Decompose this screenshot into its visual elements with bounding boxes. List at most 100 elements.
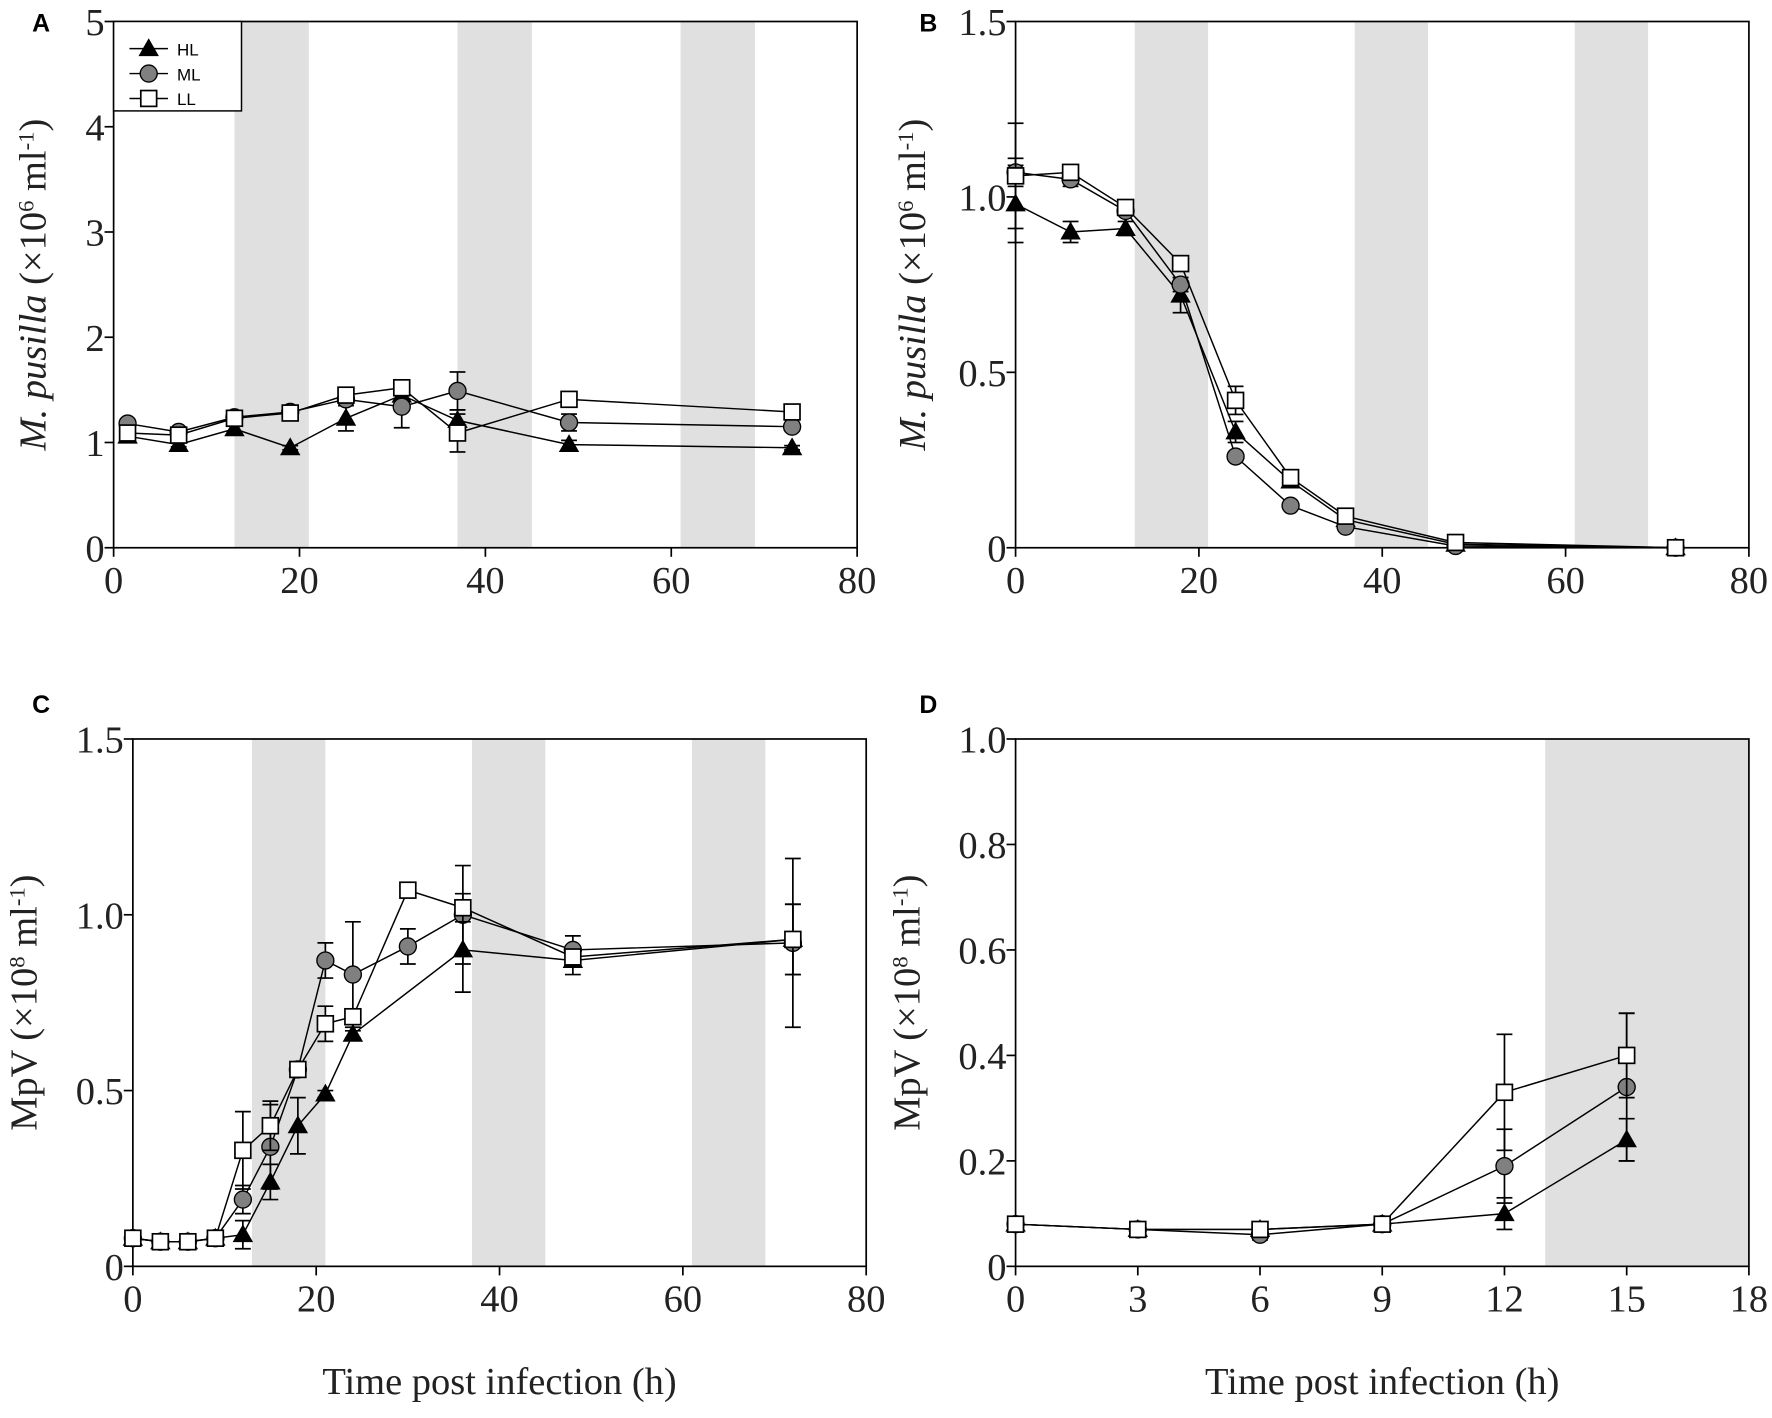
x-tick-label: 80 bbox=[838, 560, 876, 602]
x-tick-label: 20 bbox=[297, 1279, 335, 1321]
ml-data-point bbox=[398, 937, 418, 956]
dark-period-shading bbox=[457, 21, 532, 548]
panel-a: A 0 20 40 60 80 0 1 2 3 4 5 M. pusilla (×106 ml-1) HL… bbox=[13, 2, 877, 602]
y-axis-label-part: (×10 bbox=[892, 212, 934, 295]
ll-data-point bbox=[784, 930, 802, 949]
series-ml bbox=[1006, 1012, 1636, 1244]
series-line-ml bbox=[1015, 1086, 1628, 1236]
y-axis-label-part: M. pusilla bbox=[13, 295, 55, 452]
x-tick-label: 18 bbox=[1730, 1279, 1768, 1321]
x-tick-label: 60 bbox=[652, 560, 690, 602]
ll-data-point bbox=[118, 424, 137, 442]
hl-data-point bbox=[1115, 218, 1136, 236]
y-tick-label: 5 bbox=[85, 2, 104, 44]
x-axis-label: Time post infection (h) bbox=[1205, 1361, 1559, 1403]
y-axis-label-part: ) bbox=[13, 119, 55, 132]
y-tick-label: 0.6 bbox=[958, 931, 1006, 973]
dark-period-shading bbox=[1574, 21, 1649, 548]
y-axis-label-part: ml bbox=[892, 150, 934, 200]
x-tick-label: 15 bbox=[1607, 1279, 1645, 1321]
y-axis-label-part: ) bbox=[886, 875, 928, 888]
ll-data-point bbox=[337, 386, 355, 404]
ml-data-point bbox=[1281, 496, 1300, 515]
ll-data-point bbox=[289, 1060, 307, 1079]
ll-data-point bbox=[1281, 468, 1300, 487]
series-ll bbox=[1006, 1012, 1636, 1239]
hl-data-point bbox=[224, 418, 245, 437]
hl-data-point bbox=[342, 1023, 364, 1042]
ll-data-point bbox=[399, 881, 417, 899]
x-tick-label: 60 bbox=[664, 1279, 702, 1321]
y-axis-label: MpV (×108 ml-1) bbox=[4, 875, 46, 1131]
hl-data-point bbox=[1060, 221, 1081, 240]
ml-data-point bbox=[1495, 1156, 1514, 1176]
panel-label: B bbox=[919, 10, 937, 38]
y-axis-label-part: ) bbox=[892, 119, 934, 132]
hl-data-point bbox=[558, 434, 580, 453]
ll-data-point bbox=[225, 409, 244, 428]
x-tick-label: 0 bbox=[123, 1279, 142, 1321]
hl-data-point bbox=[781, 437, 803, 456]
y-axis-label-part: ml bbox=[886, 906, 928, 956]
legend-label: ML bbox=[177, 65, 201, 84]
y-tick-label: 0.8 bbox=[958, 825, 1006, 867]
y-axis-label-part: -1 bbox=[893, 132, 918, 151]
legend: HL ML LL bbox=[112, 20, 243, 112]
series-line-hl bbox=[1015, 1139, 1628, 1231]
ll-data-point bbox=[564, 948, 582, 966]
ll-data-point bbox=[1116, 198, 1135, 217]
y-axis-label-part: MpV (×10 bbox=[886, 968, 928, 1131]
y-axis-label-part: M. pusilla bbox=[892, 295, 934, 452]
series-ll bbox=[118, 378, 801, 453]
y-tick-label: 1.0 bbox=[958, 720, 1006, 762]
ll-data-point bbox=[448, 424, 467, 442]
y-axis-label-part: 6 bbox=[13, 201, 38, 212]
y-tick-label: 1.0 bbox=[76, 895, 124, 937]
dark-period-shading bbox=[252, 738, 326, 1267]
dark-period-shading bbox=[1545, 738, 1749, 1267]
y-axis-label: M. pusilla (×106 ml-1) bbox=[892, 119, 934, 452]
x-tick-label: 40 bbox=[466, 560, 504, 602]
ll-data-point bbox=[1495, 1083, 1514, 1102]
ll-data-point bbox=[1129, 1220, 1147, 1239]
ll-data-point bbox=[1373, 1215, 1392, 1233]
y-tick-label: 3 bbox=[85, 213, 104, 255]
hl-data-point bbox=[1225, 421, 1246, 440]
x-tick-label: 12 bbox=[1485, 1279, 1523, 1321]
y-axis-label-part: 8 bbox=[4, 956, 29, 967]
y-tick-label: 1.5 bbox=[958, 2, 1006, 44]
ll-data-point bbox=[1006, 167, 1025, 185]
panel-b: B 0 20 40 60 80 0 0.5 1.0 1.5 M. pusilla (×106 ml-… bbox=[892, 2, 1768, 602]
x-tick-label: 80 bbox=[847, 1279, 885, 1321]
ml-data-point bbox=[1226, 447, 1245, 466]
dark-period-shading bbox=[1354, 21, 1429, 548]
dark-period-shading bbox=[692, 738, 766, 1267]
ll-data-point bbox=[1617, 1046, 1636, 1065]
y-tick-label: 0.5 bbox=[76, 1071, 124, 1113]
y-tick-label: 1 bbox=[85, 423, 104, 465]
panel-label: A bbox=[32, 10, 50, 38]
dark-period-shading bbox=[680, 21, 755, 548]
y-tick-label: 2 bbox=[85, 318, 104, 360]
ll-data-point bbox=[261, 1116, 280, 1135]
x-tick-label: 20 bbox=[1180, 560, 1218, 602]
y-tick-label: 1.0 bbox=[958, 177, 1006, 219]
ll-data-point bbox=[344, 1007, 362, 1026]
hl-data-point bbox=[287, 1115, 309, 1134]
x-tick-label: 9 bbox=[1373, 1279, 1392, 1321]
ll-data-point bbox=[1006, 1215, 1025, 1233]
ml-data-point bbox=[139, 64, 158, 83]
y-axis-label-part: ml bbox=[4, 906, 46, 956]
ml-data-point bbox=[392, 397, 411, 416]
ll-data-point bbox=[454, 898, 472, 917]
y-tick-label: 1.5 bbox=[76, 720, 124, 762]
y-tick-label: 0 bbox=[85, 528, 104, 570]
ll-data-point bbox=[1446, 533, 1465, 552]
y-axis-label: MpV (×108 ml-1) bbox=[886, 875, 928, 1131]
y-axis-label-part: (×10 bbox=[13, 212, 55, 295]
panel-label: D bbox=[919, 691, 937, 719]
x-tick-label: 80 bbox=[1730, 560, 1768, 602]
panel-d: D 0 3 6 9 12 15 18 0 0.2 0.4 0.6 0.8 1.0 MpV (×108 ml-… bbox=[886, 691, 1768, 1403]
panel-label: C bbox=[32, 691, 50, 719]
ll-data-point bbox=[234, 1141, 252, 1160]
